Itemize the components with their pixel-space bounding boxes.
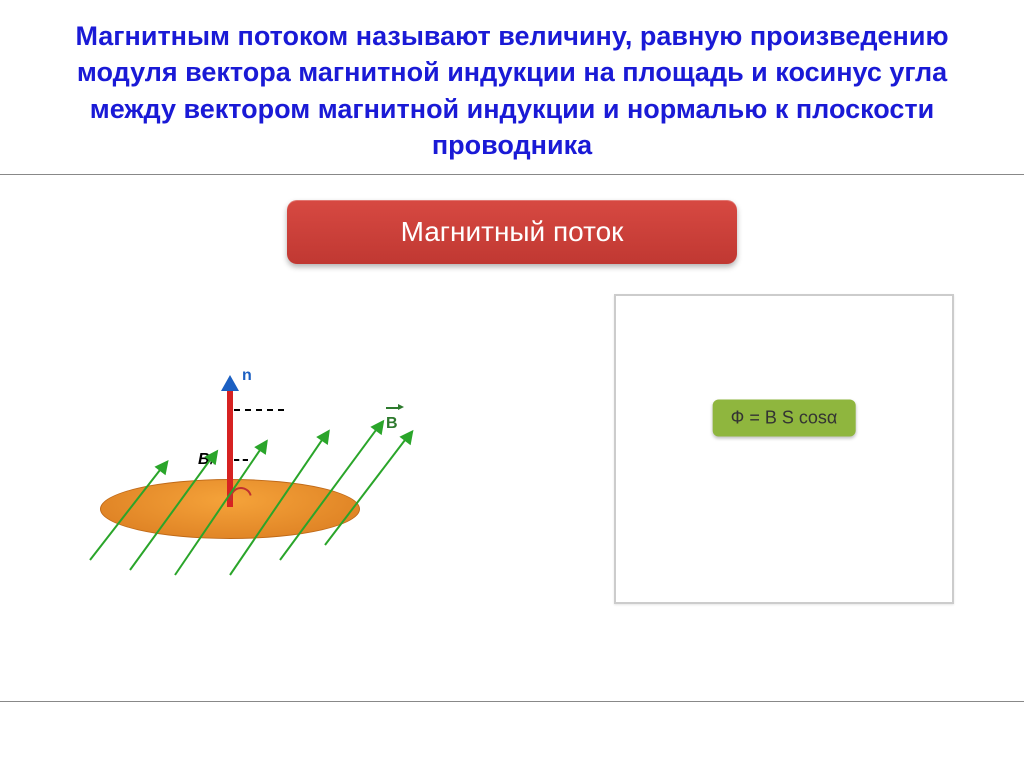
normal-vector-head-icon xyxy=(221,375,239,391)
n-label: n xyxy=(242,367,252,385)
badge-text: Магнитный поток xyxy=(401,216,624,247)
flux-diagram: n B Bₙ xyxy=(60,299,440,599)
projection-dash-h2 xyxy=(234,459,248,461)
content-area: Магнитный поток n B Bₙ xyxy=(0,174,1024,702)
formula-frame: Ф = B S cosα xyxy=(614,294,954,604)
formula-pill: Ф = B S cosα xyxy=(713,400,856,437)
topic-badge: Магнитный поток xyxy=(287,200,737,264)
title-text: Магнитным потоком называют величину, рав… xyxy=(75,21,948,160)
projection-dash-h xyxy=(234,409,284,411)
formula-text: Ф = B S cosα xyxy=(731,408,838,428)
slide-title: Магнитным потоком называют величину, рав… xyxy=(0,0,1024,174)
lower-row: n B Bₙ Ф = B S cosα xyxy=(0,264,1024,624)
slide-root: Магнитным потоком называют величину, рав… xyxy=(0,0,1024,768)
